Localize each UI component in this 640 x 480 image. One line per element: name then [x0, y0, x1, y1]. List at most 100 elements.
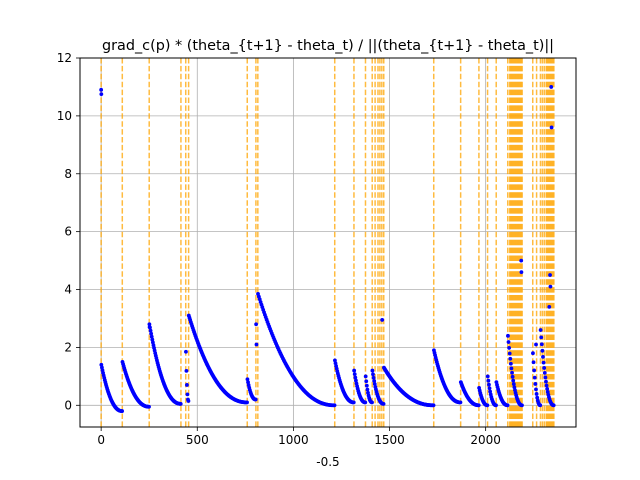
data-point [253, 397, 258, 402]
data-point [541, 355, 545, 359]
grid-layer [80, 57, 576, 427]
data-point [505, 403, 510, 408]
data-point [245, 377, 250, 382]
data-point [431, 403, 436, 408]
data-point [487, 382, 491, 387]
data-point [511, 382, 516, 386]
y-tick-label: 2 [64, 340, 72, 354]
data-point [354, 378, 358, 383]
data-point [506, 340, 511, 344]
y-tick-label: 4 [64, 283, 72, 297]
x-tick-label: 500 [186, 433, 209, 447]
data-point [254, 342, 259, 347]
data-point [487, 386, 492, 391]
data-point [548, 284, 553, 289]
data-point [147, 404, 151, 409]
data-point [508, 361, 513, 366]
data-point [372, 379, 377, 383]
data-point [147, 322, 152, 327]
data-point [535, 395, 540, 400]
data-point [507, 346, 512, 350]
y-tick-label: 6 [64, 225, 72, 239]
data-point [509, 366, 514, 371]
data-point [333, 358, 337, 363]
data-point [363, 374, 368, 379]
data-point [149, 334, 154, 339]
axes-frame [79, 57, 577, 428]
data-point [541, 360, 546, 365]
data-point [186, 399, 191, 403]
data-point [506, 333, 510, 338]
x-tick-label: 1000 [278, 433, 309, 447]
data-point [540, 348, 545, 353]
data-point [120, 409, 125, 413]
data-point [332, 403, 337, 408]
data-point [544, 379, 548, 384]
data-point [352, 372, 357, 377]
data-point [512, 385, 517, 390]
data-point [148, 328, 153, 333]
data-point [539, 335, 544, 340]
data-point [488, 389, 493, 394]
vline-layer [100, 58, 555, 427]
data-point [184, 368, 189, 373]
data-point [510, 374, 515, 379]
data-point [538, 328, 543, 332]
data-point [549, 85, 554, 89]
x-tick-label: 0 [97, 433, 105, 447]
data-point [534, 342, 538, 347]
tick-layer: 0 500 1000 1500 2000 0 2 4 6 8 10 12 [57, 51, 501, 447]
data-point [538, 403, 543, 408]
data-point [485, 374, 490, 379]
y-tick-label: 0 [64, 398, 72, 412]
data-point [371, 375, 376, 380]
point-layer [99, 85, 556, 413]
data-point [548, 273, 552, 277]
data-point [149, 331, 154, 336]
data-point [551, 403, 556, 408]
data-point [520, 403, 524, 408]
data-point [185, 383, 189, 387]
data-point [371, 372, 375, 377]
data-point [485, 403, 490, 408]
data-point [184, 349, 188, 354]
x-axis-label: -0.5 [316, 455, 339, 469]
data-point [99, 87, 104, 92]
data-point [365, 387, 370, 392]
y-tick-label: 10 [57, 109, 72, 123]
data-point [539, 342, 544, 347]
data-point [542, 366, 547, 370]
data-point [511, 378, 516, 383]
data-point [363, 400, 368, 405]
data-point [543, 375, 548, 380]
data-point [351, 400, 356, 405]
data-point [531, 360, 536, 365]
data-point [547, 304, 552, 309]
data-point [519, 270, 524, 275]
data-point [147, 325, 152, 330]
data-point [254, 322, 258, 327]
data-point [494, 403, 498, 408]
y-tick-label: 8 [64, 167, 72, 181]
x-tick-label: 2000 [470, 433, 501, 447]
data-point [542, 370, 547, 375]
data-point [185, 392, 190, 397]
data-point [381, 401, 386, 406]
data-point [353, 375, 358, 380]
data-point [545, 387, 550, 391]
data-point [364, 379, 369, 384]
data-point [352, 368, 357, 373]
data-point [507, 351, 512, 356]
data-point [476, 403, 481, 408]
data-point [532, 375, 537, 380]
data-point [99, 92, 104, 97]
data-point [508, 356, 513, 361]
data-point [510, 370, 514, 375]
x-tick-label: 1500 [374, 433, 405, 447]
data-point [178, 401, 183, 406]
data-point [370, 400, 374, 405]
data-point [534, 387, 538, 392]
data-point [150, 337, 155, 342]
data-point [380, 318, 385, 322]
